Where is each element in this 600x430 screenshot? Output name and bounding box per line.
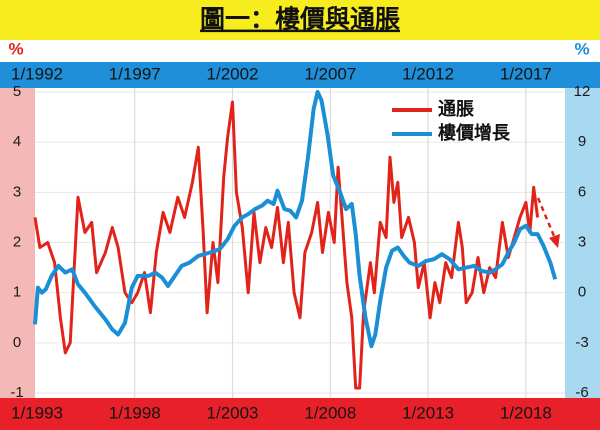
- series-line: [33, 90, 558, 349]
- x-tick-label: 1/2008: [304, 403, 356, 422]
- x2-tick-label: 1/2012: [402, 64, 454, 83]
- x2-tick-label: 1/2002: [207, 64, 259, 83]
- y-tick-label: 3: [13, 183, 21, 200]
- chart-title: 圖一：樓價與通脹: [200, 6, 400, 34]
- trend-arrow: [536, 197, 560, 248]
- x-tick-label: 1/2003: [207, 403, 259, 422]
- right-axis-strip: [565, 88, 600, 398]
- x2-tick-label: 1/1992: [11, 64, 63, 83]
- grid: [35, 88, 565, 398]
- y-axis-label: %: [8, 39, 23, 58]
- legend-label: 樓價增長: [438, 122, 511, 143]
- series-line: [33, 100, 540, 390]
- y-tick-label: 2: [13, 233, 21, 250]
- y2-tick-label: 9: [578, 133, 586, 150]
- x-tick-label: 1/1998: [109, 403, 161, 422]
- arrow-head: [549, 234, 560, 248]
- y2-axis-label: %: [574, 39, 589, 58]
- y-tick-label: 0: [13, 334, 21, 351]
- x2-tick-label: 1/2007: [304, 64, 356, 83]
- y-tick-label: 1: [13, 284, 21, 301]
- y2-tick-label: 6: [578, 183, 586, 200]
- y2-tick-label: 0: [578, 284, 586, 301]
- title-bar: [0, 0, 600, 40]
- y-tick-label: 5: [13, 83, 21, 100]
- plot: [33, 90, 558, 390]
- y-tick-label: -1: [10, 384, 23, 401]
- x2-tick-label: 1/1997: [109, 64, 161, 83]
- y2-tick-label: 12: [574, 83, 591, 100]
- arrow-shaft: [536, 197, 556, 237]
- y2-tick-label: -6: [575, 384, 588, 401]
- x-tick-label: 1/2013: [402, 403, 454, 422]
- x-tick-label: 1/2018: [500, 403, 552, 422]
- legend-label: 通脹: [438, 99, 474, 119]
- y2-tick-label: 3: [578, 233, 586, 250]
- x-tick-label: 1/1993: [11, 403, 63, 422]
- y2-tick-label: -3: [575, 334, 588, 351]
- y-tick-label: 4: [13, 133, 21, 150]
- left-axis-strip: [0, 88, 35, 398]
- bottom-axis-band: [0, 398, 600, 430]
- x2-tick-label: 1/2017: [500, 64, 552, 83]
- top-axis-band: [0, 62, 600, 88]
